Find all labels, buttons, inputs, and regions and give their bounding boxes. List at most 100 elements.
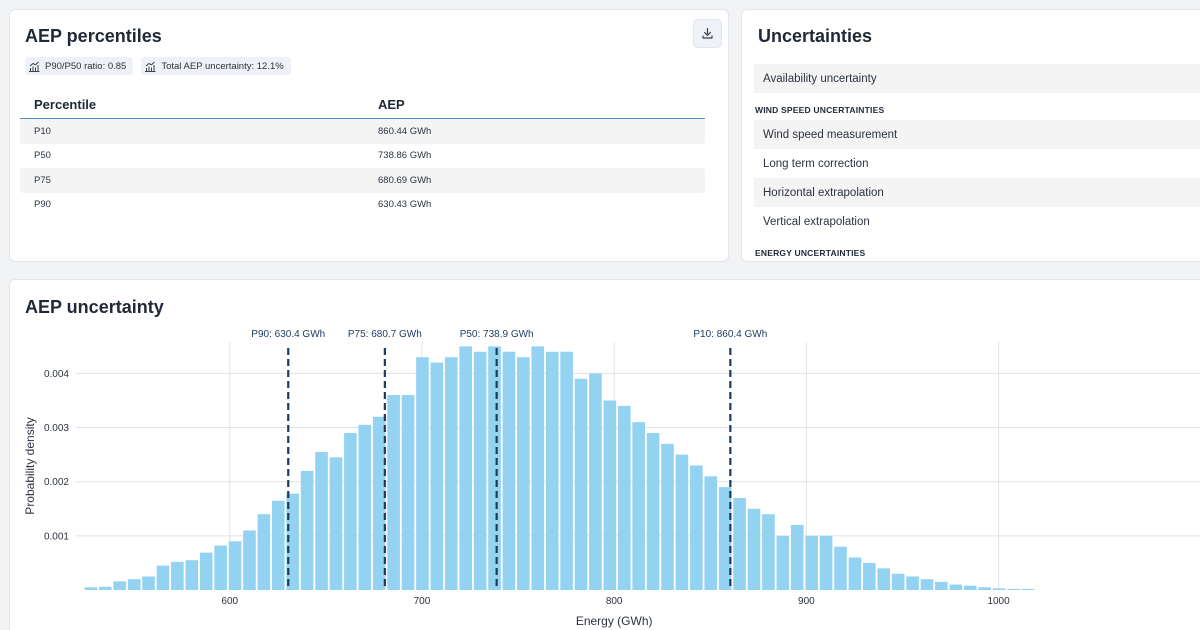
y-axis-title: Probability density bbox=[23, 417, 37, 514]
histogram-bar bbox=[891, 573, 905, 590]
histogram-bar bbox=[142, 576, 155, 590]
histogram-bar bbox=[790, 525, 804, 590]
histogram-bar bbox=[560, 351, 573, 590]
percentile-label: P50: 738.9 GWh bbox=[460, 329, 534, 340]
histogram-bar bbox=[978, 587, 991, 590]
aep-percentiles-card: AEP percentiles P90/P50 ratio: 0.85 Tota… bbox=[9, 9, 729, 262]
x-tick-label: 600 bbox=[221, 596, 238, 607]
histogram-bar bbox=[834, 546, 847, 590]
cell-aep: 860.44 GWh bbox=[378, 125, 432, 137]
table-header: Percentile AEP bbox=[20, 90, 705, 119]
histogram-bar bbox=[344, 432, 357, 590]
wind-speed-measurement-item[interactable]: Wind speed measurement bbox=[754, 120, 1200, 149]
histogram-bar bbox=[387, 395, 400, 590]
percentile-label: P10: 860.4 GWh bbox=[693, 329, 767, 340]
histogram-bar bbox=[84, 587, 98, 590]
histogram-bar bbox=[1021, 588, 1035, 590]
histogram-bar bbox=[617, 405, 631, 590]
histogram-bar bbox=[675, 454, 689, 590]
header-percentile: Percentile bbox=[34, 96, 97, 112]
histogram-bar bbox=[286, 493, 300, 590]
availability-uncertainty-item[interactable]: Availability uncertainty bbox=[754, 64, 1200, 93]
histogram-bar bbox=[127, 579, 141, 590]
histogram-bar bbox=[690, 465, 703, 590]
uncertainties-card: Uncertainties Availability uncertainty W… bbox=[741, 9, 1200, 262]
histogram-bar bbox=[877, 568, 891, 590]
histogram-bar bbox=[920, 579, 934, 590]
energy-section-heading: ENERGY UNCERTAINTIES bbox=[755, 248, 866, 258]
cell-aep: 680.69 GWh bbox=[378, 174, 432, 186]
histogram-bar bbox=[718, 487, 732, 590]
cell-aep: 630.43 GWh bbox=[378, 199, 432, 211]
download-button[interactable] bbox=[693, 19, 722, 48]
histogram-bar bbox=[906, 576, 919, 590]
cell-aep: 738.86 GWh bbox=[378, 150, 432, 162]
y-tick-label: 0.003 bbox=[44, 423, 69, 434]
summary-chips: P90/P50 ratio: 0.85 Total AEP uncertaint… bbox=[25, 57, 291, 75]
horizontal-extrapolation-item[interactable]: Horizontal extrapolation bbox=[754, 178, 1200, 207]
histogram-bar bbox=[531, 346, 545, 590]
histogram-bar bbox=[488, 346, 501, 590]
histogram-bar bbox=[992, 588, 1006, 590]
header-aep: AEP bbox=[378, 96, 405, 112]
chart-icon bbox=[145, 61, 156, 72]
histogram-bar bbox=[603, 400, 617, 590]
histogram-bar bbox=[949, 584, 963, 590]
histogram-bar bbox=[171, 561, 184, 590]
histogram-bar bbox=[444, 357, 458, 590]
histogram-bar bbox=[848, 557, 862, 590]
histogram-bar bbox=[156, 565, 170, 590]
histogram-bar bbox=[99, 586, 112, 590]
percentiles-table: Percentile AEP P10 860.44 GWh P50 738.86… bbox=[20, 90, 705, 217]
histogram-bar bbox=[776, 535, 790, 590]
p90-p50-ratio-chip: P90/P50 ratio: 0.85 bbox=[25, 57, 134, 75]
uncertainties-title: Uncertainties bbox=[758, 26, 873, 46]
aep-percentiles-title: AEP percentiles bbox=[25, 26, 162, 46]
histogram-bar bbox=[473, 351, 487, 590]
histogram-bar bbox=[574, 378, 588, 590]
histogram-bar bbox=[545, 351, 559, 590]
histogram-bar bbox=[747, 508, 761, 590]
x-axis-title: Energy (GWh) bbox=[576, 614, 653, 628]
histogram-bar bbox=[401, 395, 415, 590]
histogram-bar bbox=[372, 416, 386, 590]
histogram-bar bbox=[502, 351, 516, 590]
y-tick-label: 0.004 bbox=[44, 369, 69, 380]
histogram-bar bbox=[329, 457, 343, 590]
histogram-bar bbox=[646, 432, 660, 590]
y-tick-label: 0.001 bbox=[44, 531, 69, 542]
histogram-bar bbox=[589, 373, 602, 590]
percentile-label: P90: 630.4 GWh bbox=[251, 329, 325, 340]
vertical-extrapolation-item[interactable]: Vertical extrapolation bbox=[763, 215, 870, 228]
histogram-bar bbox=[661, 443, 674, 590]
x-tick-label: 900 bbox=[798, 596, 815, 607]
long-term-correction-item[interactable]: Long term correction bbox=[763, 157, 869, 170]
histogram-bar bbox=[228, 541, 242, 590]
histogram-bar bbox=[358, 424, 372, 590]
cell-percentile: P75 bbox=[34, 174, 51, 186]
histogram-bar bbox=[805, 535, 818, 590]
chart-icon bbox=[29, 61, 40, 72]
percentile-label: P75: 680.7 GWh bbox=[348, 329, 422, 340]
histogram-bar bbox=[704, 476, 718, 590]
histogram-bar bbox=[430, 362, 444, 590]
p90-p50-ratio-label: P90/P50 ratio: 0.85 bbox=[45, 60, 127, 72]
cell-percentile: P90 bbox=[34, 199, 51, 211]
table-row: P75 680.69 GWh bbox=[20, 168, 705, 193]
histogram-bar bbox=[185, 560, 199, 590]
histogram-bar bbox=[199, 552, 213, 590]
y-tick-label: 0.002 bbox=[44, 477, 69, 488]
table-row: P50 738.86 GWh bbox=[20, 144, 705, 169]
histogram-bar bbox=[819, 535, 833, 590]
x-tick-label: 800 bbox=[606, 596, 623, 607]
histogram-bar bbox=[271, 500, 285, 590]
aep-uncertainty-title: AEP uncertainty bbox=[25, 297, 164, 317]
x-tick-label: 1000 bbox=[987, 596, 1010, 607]
histogram-bar bbox=[762, 514, 775, 590]
table-row: P10 860.44 GWh bbox=[20, 119, 705, 144]
total-aep-uncertainty-label: Total AEP uncertainty: 12.1% bbox=[161, 60, 284, 72]
histogram-bar bbox=[1007, 588, 1020, 590]
histogram-bar bbox=[459, 346, 472, 590]
cell-percentile: P50 bbox=[34, 150, 51, 162]
histogram-bar bbox=[214, 545, 227, 590]
